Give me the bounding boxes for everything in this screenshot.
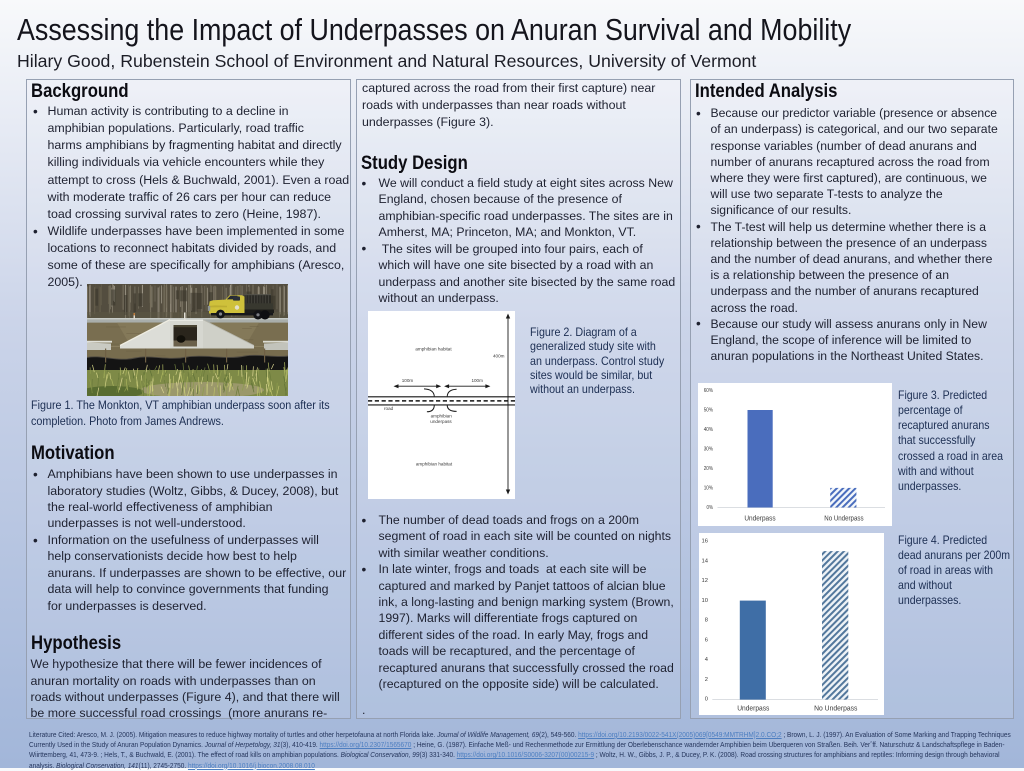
svg-text:amphibian: amphibian <box>431 413 453 418</box>
svg-text:16: 16 <box>701 538 708 544</box>
svg-text:100m: 100m <box>471 378 483 383</box>
svg-text:40%: 40% <box>704 427 714 433</box>
svg-text:Underpass: Underpass <box>744 515 776 522</box>
svg-text:Underpass: Underpass <box>737 705 770 712</box>
svg-text:No Underpass: No Underpass <box>814 705 858 712</box>
svg-text:10%: 10% <box>704 485 714 491</box>
svg-text:20%: 20% <box>704 466 714 472</box>
svg-text:100m: 100m <box>402 378 414 383</box>
svg-text:50%: 50% <box>704 407 714 413</box>
svg-text:400m: 400m <box>493 353 505 358</box>
svg-text:road: road <box>384 405 394 410</box>
svg-text:underpass: underpass <box>430 419 452 424</box>
svg-text:2: 2 <box>704 676 707 682</box>
svg-text:amphibian habitat: amphibian habitat <box>415 346 452 351</box>
svg-text:No Underpass: No Underpass <box>824 515 864 522</box>
svg-text:14: 14 <box>701 558 708 564</box>
svg-text:amphibian habitat: amphibian habitat <box>416 461 453 466</box>
svg-text:0%: 0% <box>707 505 714 511</box>
svg-text:10: 10 <box>701 597 708 603</box>
svg-text:60%: 60% <box>704 388 714 394</box>
svg-text:30%: 30% <box>704 446 714 452</box>
svg-text:12: 12 <box>701 578 708 584</box>
